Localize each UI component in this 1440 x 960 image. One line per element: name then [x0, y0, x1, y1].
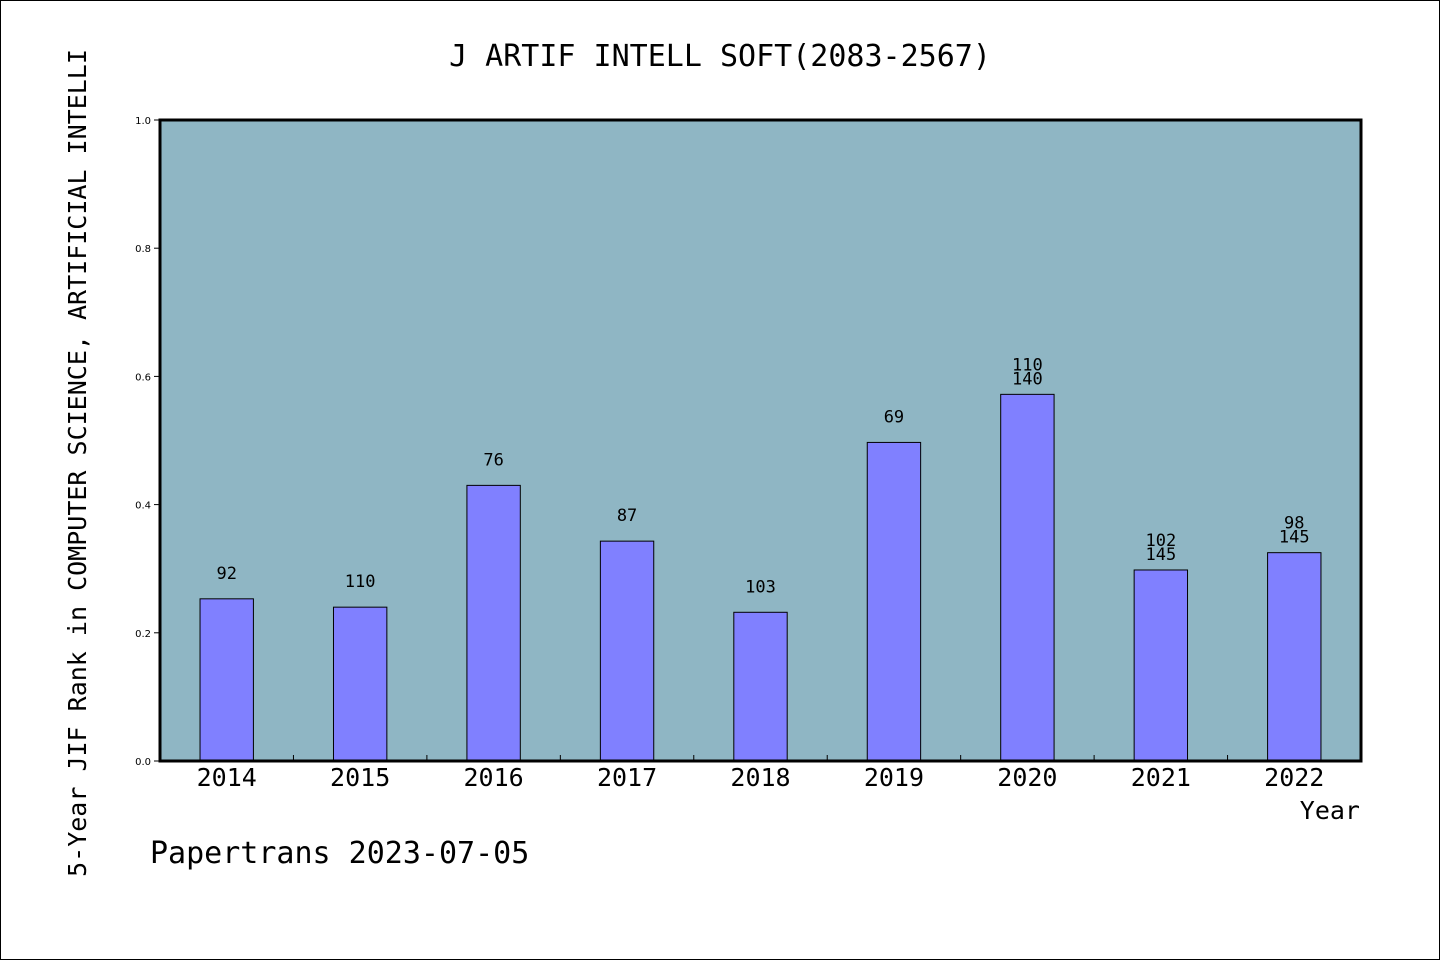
bar-value-label: 92 [216, 564, 236, 584]
bar-2020 [1000, 393, 1055, 762]
bar-value-label: 110 [1012, 355, 1043, 375]
bars [199, 393, 1322, 762]
bar-2019 [866, 441, 922, 762]
x-tick-label: 2019 [864, 763, 924, 792]
x-tick-label: 2018 [730, 763, 790, 792]
x-tick-label: 2021 [1131, 763, 1191, 792]
x-axis-label: Year [1300, 796, 1360, 825]
bar-2017 [599, 540, 655, 762]
plot-border [158, 118, 1363, 763]
y-tick-label: 0.2 [135, 629, 151, 640]
y-tick-label: 0.0 [135, 757, 151, 768]
y-axis: 0.0 0.2 0.4 0.6 0.8 1.0 [135, 116, 160, 768]
bar-2015 [332, 606, 388, 762]
bar-value-label: 102 [1145, 531, 1176, 551]
bar-value-label: 98 [1284, 514, 1304, 534]
y-tick-label: 0.4 [135, 501, 151, 512]
x-tick-label: 2017 [597, 763, 657, 792]
bar-value-label: 103 [745, 577, 776, 597]
x-tick-label: 2020 [997, 763, 1057, 792]
bar-value-label: 87 [617, 506, 637, 526]
bar-2021 [1133, 569, 1189, 762]
x-axis: 2014 2015 2016 2017 2018 2019 2020 2021 2022 [197, 755, 1324, 792]
bar-2014 [199, 598, 254, 762]
bar-value-label: 69 [884, 407, 904, 427]
footer-text: Papertrans 2023-07-05 [150, 836, 529, 871]
chart-title: J ARTIF INTELL SOFT(2083-2567) [449, 39, 991, 74]
y-tick-label: 0.6 [135, 372, 151, 383]
y-tick-label: 1.0 [135, 116, 151, 127]
bar-value-label: 145 [1145, 545, 1176, 565]
y-tick-label: 0.8 [135, 244, 151, 255]
x-tick-label: 2015 [330, 763, 390, 792]
bar-value-label: 145 [1279, 528, 1310, 548]
bar-value-label: 140 [1012, 369, 1043, 389]
bar-2018 [733, 611, 788, 762]
x-tick-label: 2016 [464, 763, 524, 792]
bar-2016 [466, 484, 521, 762]
y-axis-label: 5-Year JIF Rank in COMPUTER SCIENCE, ART… [63, 49, 92, 877]
bar-value-label: 76 [483, 450, 503, 470]
bar-2022 [1267, 552, 1322, 762]
bar-value-label: 110 [345, 572, 376, 592]
x-tick-label: 2014 [197, 763, 257, 792]
x-tick-label: 2022 [1264, 763, 1324, 792]
